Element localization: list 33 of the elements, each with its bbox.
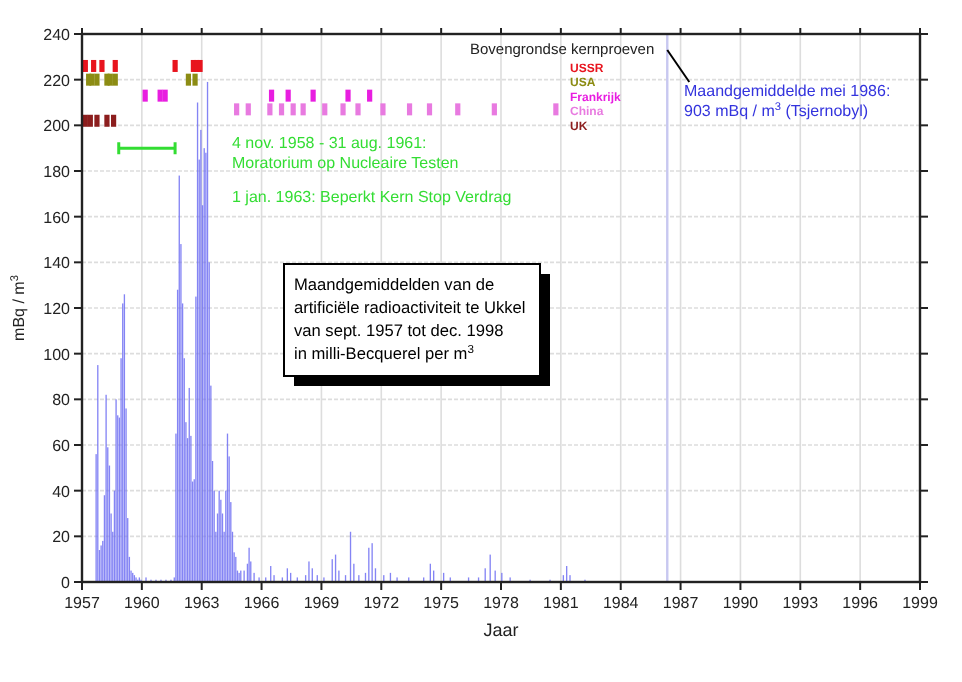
x-tick-label: 1975 — [423, 594, 461, 612]
y-tick-label: 80 — [52, 391, 72, 410]
y-tick-label: 0 — [61, 574, 72, 592]
x-tick-label: 1960 — [124, 594, 161, 612]
y-tick-label: 100 — [43, 345, 72, 364]
x-tick-label: 1972 — [363, 594, 401, 612]
x-tick-label: 1981 — [543, 594, 580, 612]
x-tick-label: 1987 — [662, 594, 700, 612]
x-tick-label: 1996 — [842, 594, 880, 612]
x-tick-label: 1978 — [483, 594, 520, 612]
x-tick-label: 1993 — [782, 594, 820, 612]
y-tick-label: 40 — [52, 482, 72, 501]
x-axis-title: Jaar — [483, 620, 519, 640]
y-tick-label: 140 — [43, 254, 72, 273]
y-tick-label: 60 — [52, 437, 72, 455]
y-tick-label: 160 — [43, 208, 72, 227]
x-tick-label: 1990 — [722, 594, 760, 612]
x-tick-label: 1999 — [902, 594, 939, 612]
y-tick-label: 200 — [43, 117, 72, 136]
y-tick-label: 120 — [43, 300, 72, 318]
y-tick-label: 220 — [43, 71, 72, 90]
text: Maandgemiddelden van de artificiële radioactiviteit te Ukkel van sept. 1957 tot dec. 1998 in milli-Becquerel per m$^{3}$ — [294, 274, 526, 363]
x-tick-label: 1957 — [64, 594, 101, 612]
x-tick-label: 1966 — [243, 594, 281, 612]
x-tick-label: 1963 — [183, 594, 221, 612]
x-tick-label: 1984 — [602, 594, 640, 612]
y-tick-label: 180 — [43, 163, 72, 181]
annotation: 4 nov. 1958 - 31 aug. 1961: Moratorium op Nucleaire Testen — [232, 134, 459, 172]
y-tick-label: 20 — [52, 528, 72, 547]
y-tick-label: 240 — [43, 26, 72, 44]
annotation: Maandgemiddelde mei 1986: 903 mBq / m$^{3}$ (Tsjernobyl) — [684, 82, 891, 120]
x-tick-label: 1969 — [303, 594, 341, 612]
annotation: 1 jan. 1963: Beperkt Kern Stop Verdrag — [232, 188, 512, 206]
